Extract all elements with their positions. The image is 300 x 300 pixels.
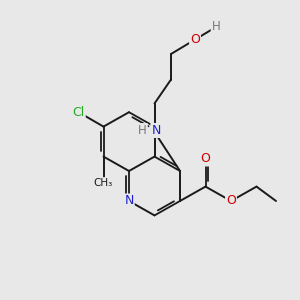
Text: Cl: Cl xyxy=(73,106,85,119)
Text: O: O xyxy=(190,33,200,46)
Text: CH₃: CH₃ xyxy=(94,178,113,188)
Text: O: O xyxy=(226,194,236,208)
Text: H: H xyxy=(138,124,147,137)
Text: N: N xyxy=(124,194,134,208)
Text: O: O xyxy=(201,152,210,166)
Text: H: H xyxy=(212,20,220,34)
Text: N: N xyxy=(151,124,161,137)
